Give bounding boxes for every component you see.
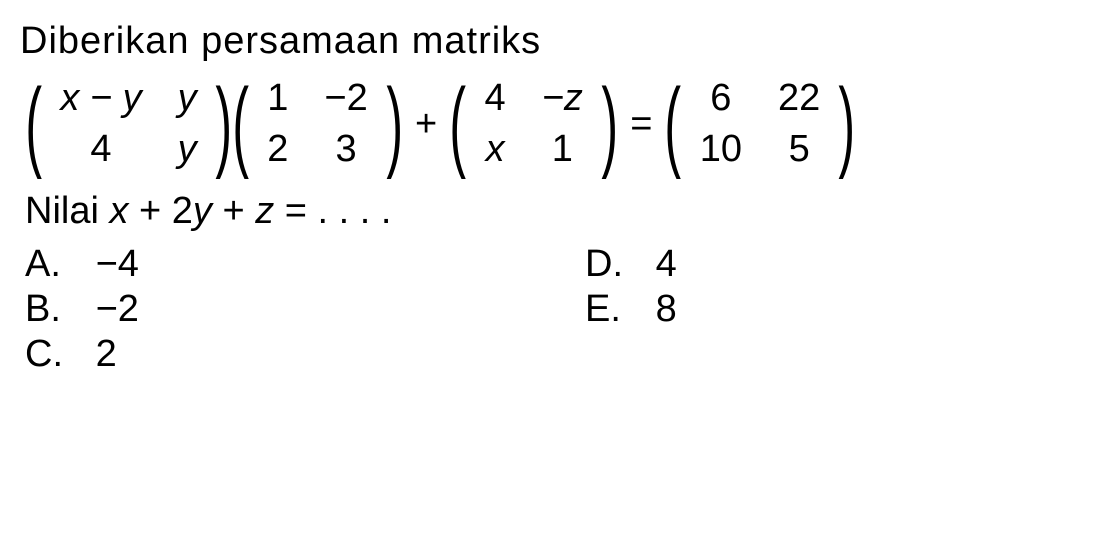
m2-r1c1: 1 [249,73,306,124]
m2-r2c1: 2 [249,124,306,175]
plus-operator: + [415,103,437,146]
answer-a-value: −4 [96,243,139,286]
answer-a-label: A. [25,243,85,286]
m1-r2c1: 4 [42,124,159,175]
matrix-2: ( 1 −2 2 3 ) [232,73,403,175]
m1-r2c2: y [160,124,215,175]
answer-b-value: −2 [96,288,139,331]
answer-c-value: 2 [96,333,117,376]
question-prefix: Nilai [25,190,109,232]
answer-c-label: C. [25,333,85,376]
matrix-4: ( 6 22 10 5 ) [664,73,855,175]
m2-r1c2: −2 [306,73,385,124]
question-text: Nilai x + 2y + z = . . . . [25,190,1093,233]
answer-e: E. 8 [585,288,985,331]
m3-r2c1: x [467,124,524,175]
m4-r2c1: 10 [682,124,760,175]
answer-b-label: B. [25,288,85,331]
m2-r2c2: 3 [306,124,385,175]
matrix-1: ( x − y y 4 y ) [25,73,232,175]
m4-r1c2: 22 [760,73,838,124]
expr-plus1: + 2 [128,190,192,232]
m3-r1c2: −z [524,73,601,124]
var-z: z [255,190,274,232]
m4-r2c2: 5 [760,124,838,175]
paren-left-icon: ( [665,84,682,164]
answer-a: A. −4 [25,243,585,286]
problem-intro: Diberikan persamaan matriks [20,20,1093,63]
answer-d-value: 4 [656,243,677,286]
m4-r1c1: 6 [682,73,760,124]
paren-right-icon: ) [215,84,232,164]
matrix-equation: ( x − y y 4 y ) ( 1 −2 [25,73,1093,175]
paren-left-icon: ( [232,84,249,164]
equals-operator: = [630,103,652,146]
answer-e-label: E. [585,288,645,331]
m1-r1c2: y [160,73,215,124]
answer-d: D. 4 [585,243,985,286]
answer-c: C. 2 [25,333,585,376]
paren-left-icon: ( [450,84,467,164]
var-y: y [193,190,212,232]
expr-plus2: + [212,190,255,232]
answer-choices: A. −4 D. 4 B. −2 E. 8 C. 2 [25,243,1093,378]
m3-r1c1: 4 [467,73,524,124]
m1-r1c1: x − y [42,73,159,124]
matrix-3: ( 4 −z x 1 ) [449,73,618,175]
answer-e-value: 8 [656,288,677,331]
paren-right-icon: ) [839,84,856,164]
var-x: x [109,190,128,232]
answer-b: B. −2 [25,288,585,331]
answer-d-label: D. [585,243,645,286]
paren-left-icon: ( [25,84,42,164]
m3-r2c2: 1 [524,124,601,175]
paren-right-icon: ) [386,84,403,164]
expr-eq: = . . . . [274,190,391,232]
paren-right-icon: ) [601,84,618,164]
